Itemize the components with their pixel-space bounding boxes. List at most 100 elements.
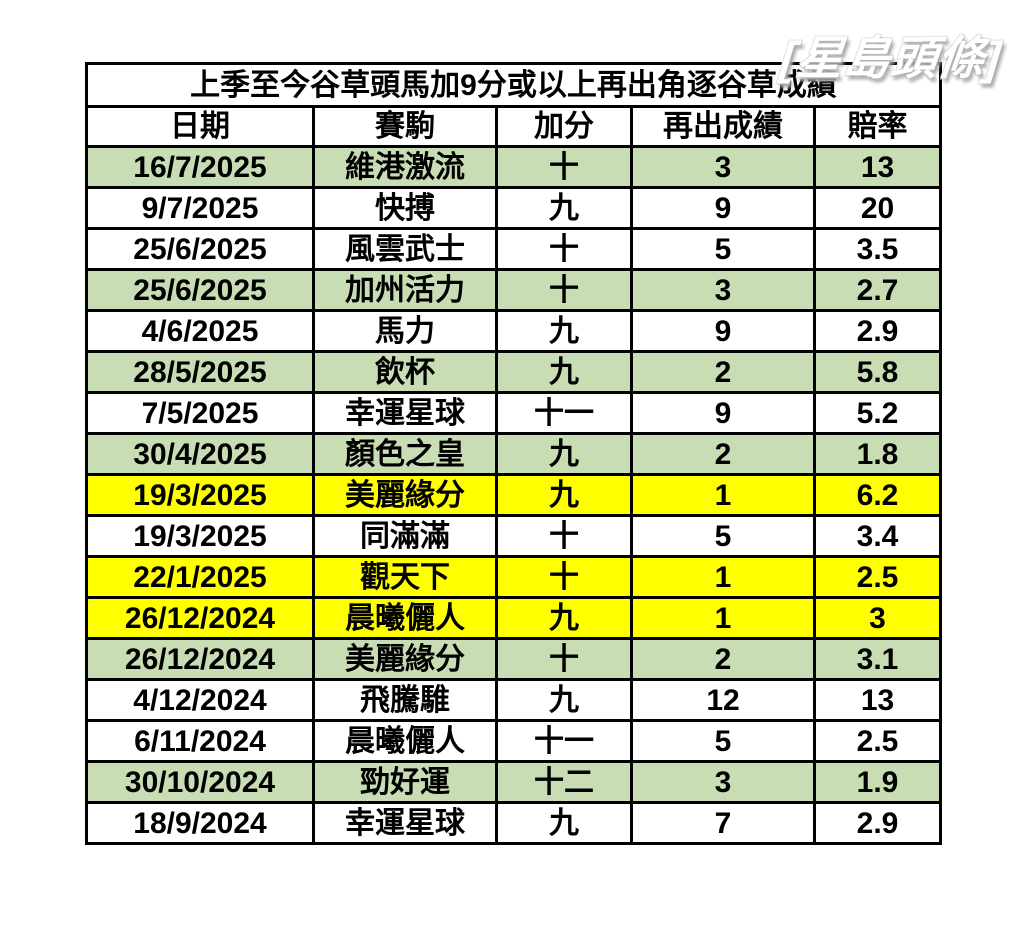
cell-date: 25/6/2025 (85, 227, 315, 271)
cell-odds: 3 (813, 596, 942, 640)
table-row: 22/1/2025 觀天下十 1 2.5 (85, 555, 942, 599)
cell-horse: 馬力 (312, 309, 498, 353)
table-row: 9/7/2025 快搏九 9 20 (85, 186, 942, 230)
cell-horse: 晨曦儷人 (312, 719, 498, 763)
column-header-odds: 賠率 (813, 105, 942, 148)
cell-date: 7/5/2025 (85, 391, 315, 435)
cell-result: 3 (630, 268, 816, 312)
cell-bonus: 十 (495, 514, 633, 558)
cell-horse: 勁好運 (312, 760, 498, 804)
cell-odds: 3.1 (813, 637, 942, 681)
cell-horse: 顏色之皇 (312, 432, 498, 476)
cell-bonus: 十 (495, 637, 633, 681)
cell-horse: 維港激流 (312, 145, 498, 189)
cell-result: 2 (630, 637, 816, 681)
cell-odds: 2.5 (813, 555, 942, 599)
table-body: 16/7/2025 維港激流十 3 13 9/7/2025 快搏九 9 20 25/6/2025… (85, 145, 942, 845)
cell-result: 3 (630, 145, 816, 189)
cell-bonus: 九 (495, 678, 633, 722)
cell-odds: 3.5 (813, 227, 942, 271)
cell-horse: 美麗緣分 (312, 473, 498, 517)
cell-result: 9 (630, 186, 816, 230)
table-row: 19/3/2025 美麗緣分九 1 6.2 (85, 473, 942, 517)
cell-bonus: 九 (495, 309, 633, 353)
column-header-horse: 賽駒 (312, 105, 498, 148)
cell-bonus: 十 (495, 145, 633, 189)
table-row: 25/6/2025 風雲武士十 5 3.5 (85, 227, 942, 271)
cell-odds: 20 (813, 186, 942, 230)
table-row: 4/12/2024 飛騰騅九 12 13 (85, 678, 942, 722)
cell-date: 16/7/2025 (85, 145, 315, 189)
cell-result: 5 (630, 514, 816, 558)
cell-result: 1 (630, 473, 816, 517)
cell-odds: 13 (813, 145, 942, 189)
column-header-bonus: 加分 (495, 105, 633, 148)
cell-horse: 幸運星球 (312, 801, 498, 845)
cell-horse: 飲杯 (312, 350, 498, 394)
cell-horse: 觀天下 (312, 555, 498, 599)
cell-bonus: 十 (495, 227, 633, 271)
cell-date: 19/3/2025 (85, 473, 315, 517)
cell-result: 2 (630, 350, 816, 394)
cell-bonus: 九 (495, 186, 633, 230)
table-title-row: 上季至今谷草頭馬加9分或以上再出角逐谷草成績 (85, 62, 942, 108)
cell-bonus: 十 (495, 268, 633, 312)
cell-bonus: 十二 (495, 760, 633, 804)
cell-result: 2 (630, 432, 816, 476)
cell-bonus: 九 (495, 432, 633, 476)
table-row: 18/9/2024 幸運星球九 7 2.9 (85, 801, 942, 845)
cell-horse: 美麗緣分 (312, 637, 498, 681)
cell-date: 26/12/2024 (85, 637, 315, 681)
cell-result: 3 (630, 760, 816, 804)
cell-odds: 6.2 (813, 473, 942, 517)
cell-bonus: 九 (495, 350, 633, 394)
cell-date: 28/5/2025 (85, 350, 315, 394)
cell-result: 1 (630, 555, 816, 599)
cell-date: 25/6/2025 (85, 268, 315, 312)
table-row: 19/3/2025 同滿滿十 5 3.4 (85, 514, 942, 558)
table-title: 上季至今谷草頭馬加9分或以上再出角逐谷草成績 (85, 62, 942, 108)
cell-result: 5 (630, 719, 816, 763)
cell-date: 4/12/2024 (85, 678, 315, 722)
cell-date: 4/6/2025 (85, 309, 315, 353)
cell-odds: 2.9 (813, 309, 942, 353)
table-row: 28/5/2025 飲杯九 2 5.8 (85, 350, 942, 394)
race-results-table: 上季至今谷草頭馬加9分或以上再出角逐谷草成績 日期 賽駒 加分 再出成績 賠率 16/7… (85, 62, 942, 845)
cell-horse: 風雲武士 (312, 227, 498, 271)
column-header-date: 日期 (85, 105, 315, 148)
table-row: 7/5/2025 幸運星球 十一 9 5.2 (85, 391, 942, 435)
cell-date: 6/11/2024 (85, 719, 315, 763)
cell-result: 9 (630, 309, 816, 353)
cell-horse: 晨曦儷人 (312, 596, 498, 640)
cell-date: 26/12/2024 (85, 596, 315, 640)
cell-date: 18/9/2024 (85, 801, 315, 845)
cell-odds: 5.2 (813, 391, 942, 435)
cell-bonus: 九 (495, 801, 633, 845)
cell-date: 22/1/2025 (85, 555, 315, 599)
table-head: 上季至今谷草頭馬加9分或以上再出角逐谷草成績 日期 賽駒 加分 再出成績 賠率 (85, 62, 942, 148)
table-row: 26/12/2024 美麗緣分十 2 3.1 (85, 637, 942, 681)
cell-horse: 加州活力 (312, 268, 498, 312)
table-row: 6/11/2024 晨曦儷人 十一 5 2.5 (85, 719, 942, 763)
cell-odds: 1.8 (813, 432, 942, 476)
cell-odds: 2.9 (813, 801, 942, 845)
cell-date: 30/10/2024 (85, 760, 315, 804)
cell-odds: 3.4 (813, 514, 942, 558)
cell-odds: 2.5 (813, 719, 942, 763)
cell-bonus: 九 (495, 596, 633, 640)
cell-result: 1 (630, 596, 816, 640)
cell-result: 12 (630, 678, 816, 722)
cell-bonus: 九 (495, 473, 633, 517)
table-row: 26/12/2024 晨曦儷人九 1 3 (85, 596, 942, 640)
cell-horse: 飛騰騅 (312, 678, 498, 722)
cell-horse: 幸運星球 (312, 391, 498, 435)
table-header-row: 日期 賽駒 加分 再出成績 賠率 (85, 105, 942, 148)
cell-odds: 13 (813, 678, 942, 722)
cell-bonus: 十一 (495, 391, 633, 435)
cell-date: 9/7/2025 (85, 186, 315, 230)
table-row: 30/4/2025 顏色之皇九 2 1.8 (85, 432, 942, 476)
column-header-result: 再出成績 (630, 105, 816, 148)
table-row: 16/7/2025 維港激流十 3 13 (85, 145, 942, 189)
cell-odds: 5.8 (813, 350, 942, 394)
